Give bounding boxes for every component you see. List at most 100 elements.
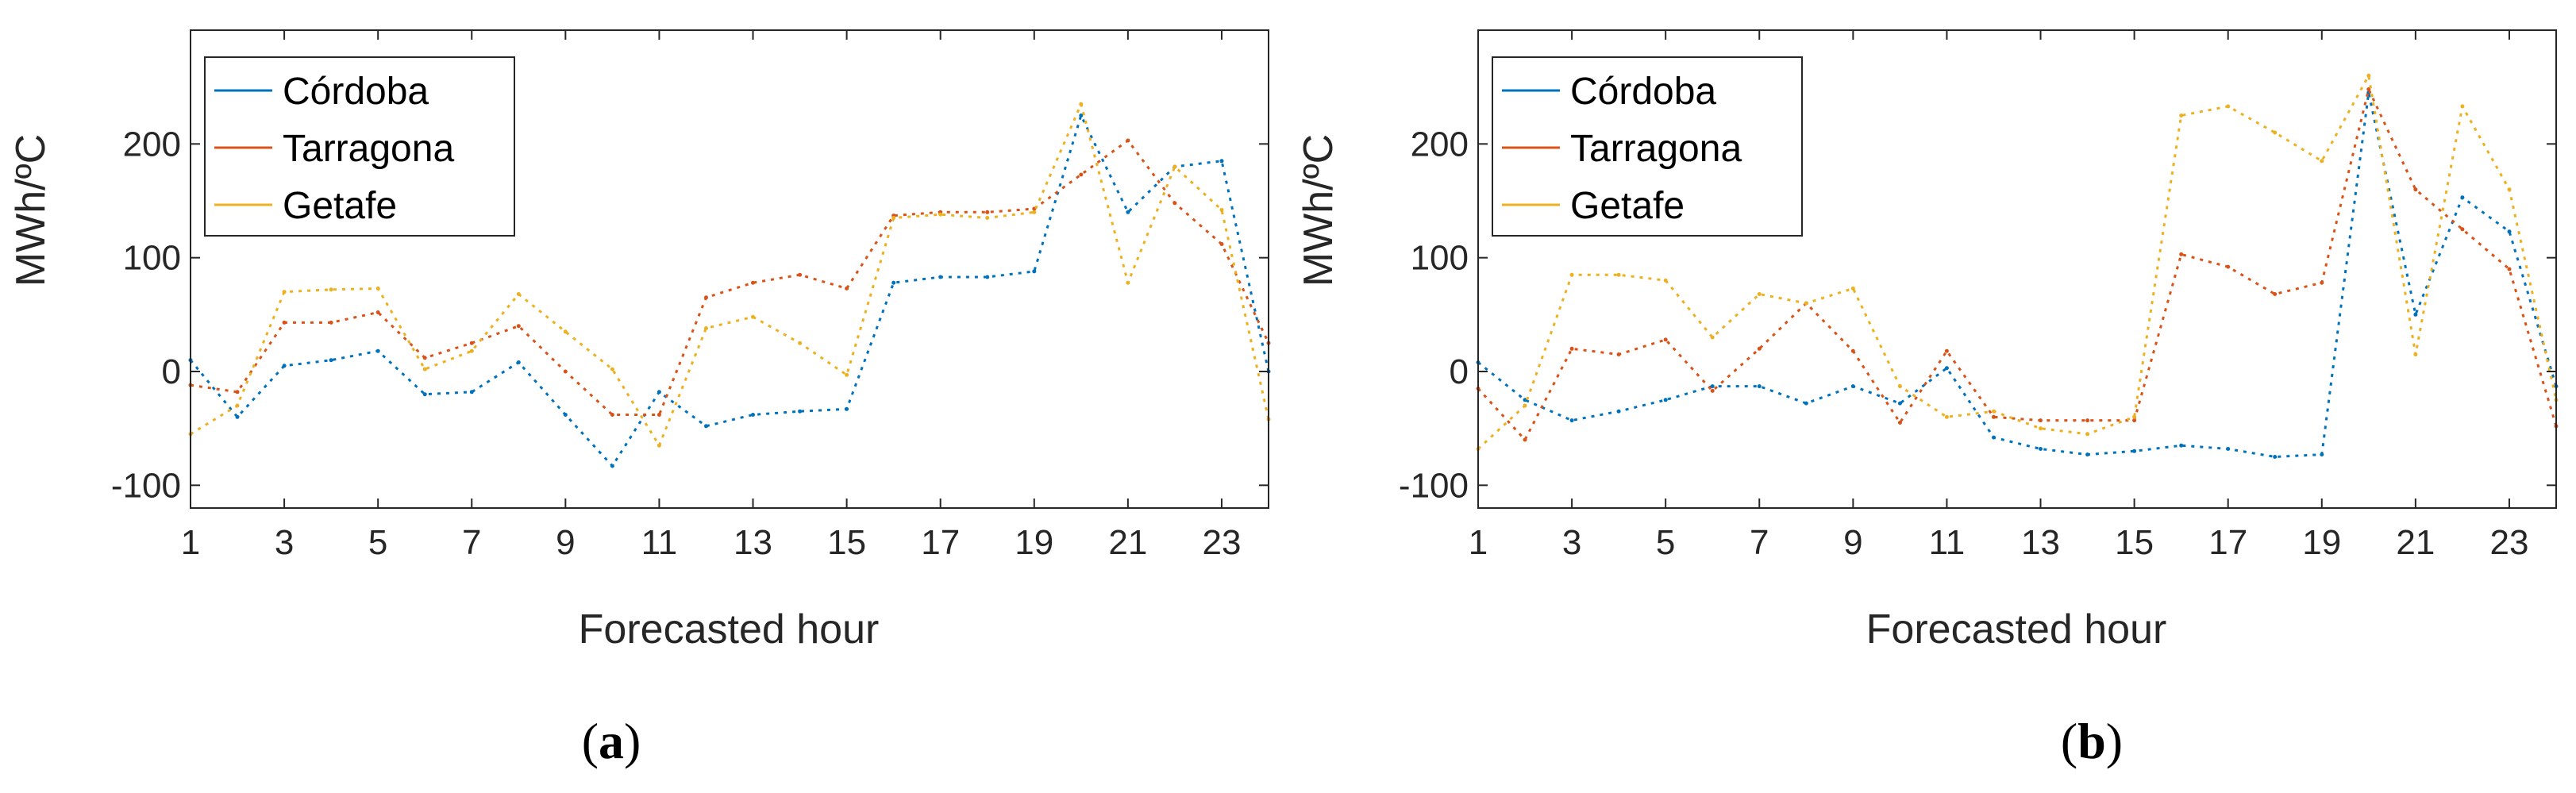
data-point-tarragona bbox=[1850, 348, 1855, 353]
y-axis-label: MWh/ºC bbox=[8, 134, 54, 287]
x-tick-label: 7 bbox=[462, 523, 481, 562]
data-point-getafe bbox=[2273, 130, 2278, 135]
data-point-tarragona bbox=[2507, 267, 2512, 271]
x-tick-label: 9 bbox=[1843, 523, 1862, 562]
data-point-tarragona bbox=[1992, 414, 1996, 419]
data-point-tarragona bbox=[1616, 352, 1621, 356]
data-point-getafe bbox=[1569, 272, 1574, 277]
data-point-tarragona bbox=[329, 320, 333, 325]
legend-label-tarragona: Tarragona bbox=[283, 128, 454, 170]
data-point-tarragona bbox=[1219, 242, 1224, 246]
data-point-getafe bbox=[845, 372, 849, 377]
x-axis-label: Forecasted hour bbox=[1866, 606, 2167, 652]
data-point-getafe bbox=[1523, 403, 1527, 408]
y-tick-label: 200 bbox=[123, 125, 181, 164]
data-point-cordoba bbox=[1032, 269, 1037, 274]
y-tick-label: 100 bbox=[123, 239, 181, 278]
data-point-cordoba bbox=[1079, 114, 1084, 117]
data-point-cordoba bbox=[2179, 443, 2184, 448]
data-point-tarragona bbox=[2039, 418, 2043, 423]
data-point-getafe bbox=[516, 292, 521, 296]
data-point-cordoba bbox=[2460, 195, 2465, 200]
data-point-getafe bbox=[891, 216, 896, 220]
data-point-tarragona bbox=[751, 280, 755, 285]
data-point-tarragona bbox=[516, 324, 521, 329]
legend-label-tarragona: Tarragona bbox=[1570, 128, 1742, 170]
series-line-cordoba bbox=[1477, 91, 2558, 458]
data-point-getafe bbox=[1804, 301, 1808, 306]
data-point-cordoba bbox=[235, 414, 240, 419]
data-point-cordoba bbox=[1616, 409, 1621, 414]
data-point-cordoba bbox=[1569, 418, 1574, 423]
data-point-getafe bbox=[1219, 208, 1224, 212]
data-point-getafe bbox=[1992, 409, 1996, 414]
data-point-cordoba bbox=[1219, 159, 1224, 164]
data-point-tarragona bbox=[563, 369, 568, 374]
series-line-getafe bbox=[190, 102, 1270, 447]
data-point-cordoba bbox=[798, 409, 803, 414]
data-point-cordoba bbox=[1710, 384, 1715, 389]
data-point-tarragona bbox=[375, 310, 380, 314]
data-point-getafe bbox=[1710, 335, 1715, 340]
data-point-tarragona bbox=[2460, 227, 2465, 232]
x-tick-label: 15 bbox=[827, 523, 866, 562]
data-point-tarragona bbox=[1523, 437, 1527, 442]
data-point-tarragona bbox=[1569, 346, 1574, 351]
data-point-getafe bbox=[2507, 187, 2512, 192]
data-point-cordoba bbox=[751, 413, 755, 417]
data-point-tarragona bbox=[2273, 292, 2278, 296]
data-point-cordoba bbox=[1523, 398, 1527, 402]
x-tick-label: 23 bbox=[2489, 523, 2528, 562]
data-point-cordoba bbox=[329, 358, 333, 363]
x-tick-label: 21 bbox=[2396, 523, 2435, 562]
data-point-tarragona bbox=[1757, 346, 1762, 351]
y-axis-label: MWh/ºC bbox=[1296, 134, 1342, 287]
data-point-getafe bbox=[1757, 292, 1762, 296]
x-tick-label: 3 bbox=[1562, 523, 1581, 562]
data-point-cordoba bbox=[2085, 452, 2090, 457]
data-point-getafe bbox=[610, 367, 614, 371]
data-point-tarragona bbox=[1663, 337, 1668, 342]
legend-label-getafe: Getafe bbox=[283, 185, 397, 227]
x-tick-label: 17 bbox=[921, 523, 960, 562]
x-axis-label: Forecasted hour bbox=[579, 606, 880, 652]
data-point-cordoba bbox=[2226, 447, 2231, 451]
data-point-tarragona bbox=[704, 295, 708, 300]
data-point-cordoba bbox=[1992, 435, 1996, 440]
x-tick-label: 19 bbox=[2302, 523, 2341, 562]
data-point-getafe bbox=[1172, 164, 1177, 169]
data-point-getafe bbox=[2085, 432, 2090, 437]
data-point-getafe bbox=[2179, 114, 2184, 117]
data-point-getafe bbox=[704, 326, 708, 330]
data-point-getafe bbox=[375, 286, 380, 291]
legend-label-cordoba: Córdoba bbox=[1570, 71, 1716, 113]
data-point-getafe bbox=[985, 216, 990, 220]
data-point-tarragona bbox=[282, 320, 287, 325]
y-tick-label: -100 bbox=[1399, 466, 1469, 505]
y-tick-label: -100 bbox=[111, 466, 181, 505]
data-point-getafe bbox=[469, 348, 474, 353]
x-tick-label: 13 bbox=[2021, 523, 2060, 562]
axes-frame bbox=[1477, 29, 2557, 509]
data-point-cordoba bbox=[2507, 229, 2512, 234]
data-point-tarragona bbox=[1079, 172, 1084, 177]
legend: Córdoba Tarragona Getafe bbox=[1492, 56, 1803, 237]
y-tick-label: 100 bbox=[1411, 239, 1469, 278]
data-point-getafe bbox=[1850, 286, 1855, 291]
data-point-getafe bbox=[2226, 104, 2231, 109]
data-point-cordoba bbox=[845, 406, 849, 411]
data-point-getafe bbox=[798, 341, 803, 345]
data-point-cordoba bbox=[469, 390, 474, 395]
data-point-cordoba bbox=[1757, 384, 1762, 389]
legend-label-cordoba: Córdoba bbox=[283, 71, 429, 113]
data-point-tarragona bbox=[422, 356, 427, 360]
data-point-tarragona bbox=[985, 210, 990, 214]
data-point-tarragona bbox=[2179, 252, 2184, 256]
data-point-cordoba bbox=[1804, 401, 1808, 406]
data-point-getafe bbox=[1897, 384, 1902, 389]
data-point-cordoba bbox=[657, 390, 661, 395]
data-point-cordoba bbox=[704, 424, 708, 429]
data-point-getafe bbox=[1126, 280, 1130, 285]
